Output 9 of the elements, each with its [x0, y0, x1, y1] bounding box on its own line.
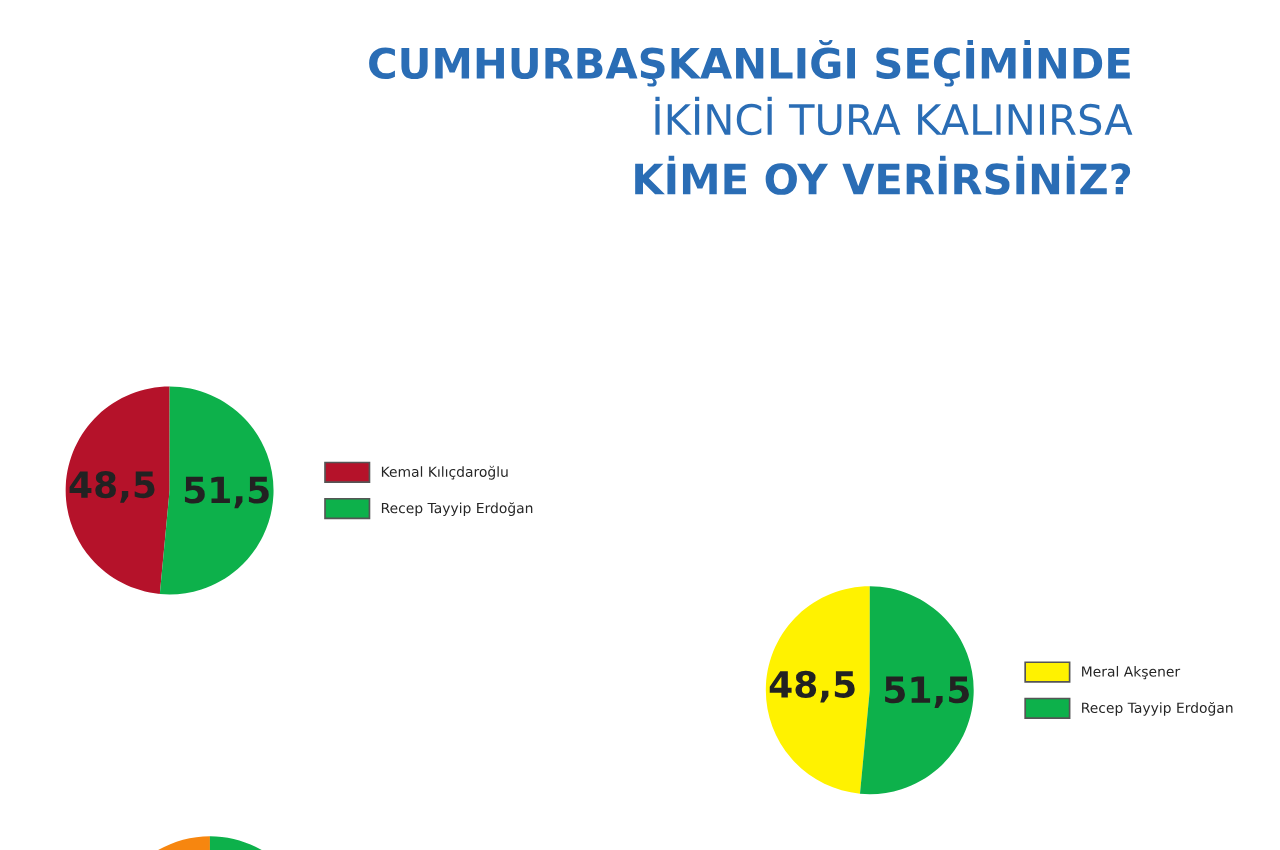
data-label: 51,5 — [885, 676, 969, 708]
pie-slice — [765, 586, 870, 794]
pie-slice — [65, 386, 170, 594]
data-label: 48,5 — [769, 670, 855, 703]
pie-slice — [859, 586, 974, 795]
data-label: 48,5 — [69, 470, 155, 503]
pie-slice — [159, 386, 274, 595]
text: CUMHURBAŞKANLIĞI SEÇİMİNDE İKİNCİ TURA KALINIRSA KİME OY VERİRSİNİZ? — [369, 39, 1133, 195]
data-label: 51,5 — [184, 476, 269, 509]
